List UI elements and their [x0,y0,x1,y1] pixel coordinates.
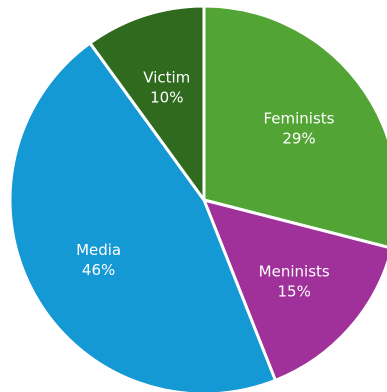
slice-value-victim: 10% [150,89,183,107]
slice-meninists [202,198,387,382]
slice-value-feminists: 29% [282,129,315,147]
slice-label-victim: Victim [143,69,190,87]
slice-label-feminists: Feminists [263,109,334,127]
slice-media [8,41,277,392]
slices-layer [8,4,387,392]
labels-layer: Feminists 29% Meninists 15% Media 46% Victim 10… [76,69,335,301]
slice-victim [88,4,206,202]
slice-value-meninists: 15% [278,283,311,301]
slice-value-media: 46% [82,261,115,279]
slice-label-media: Media [76,241,121,259]
slice-feminists [202,4,387,249]
slice-label-meninists: Meninists [259,263,330,281]
